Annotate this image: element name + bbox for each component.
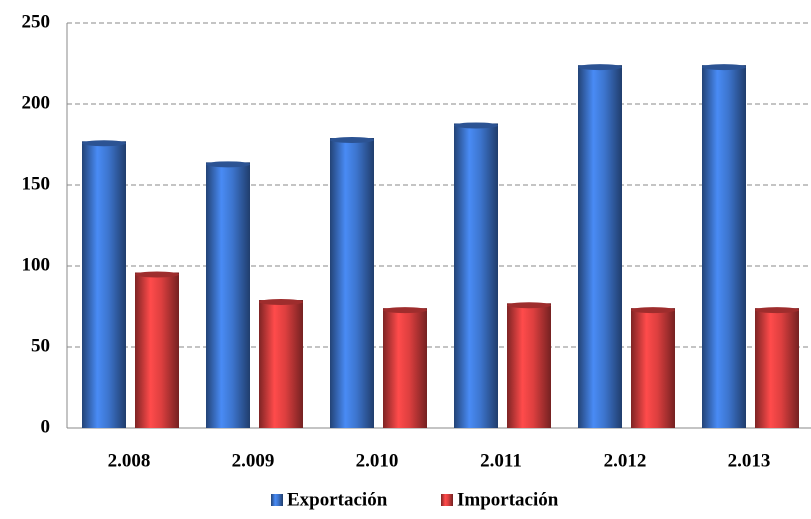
y-tick-label: 200: [22, 92, 51, 113]
x-tick-label: 2.012: [604, 450, 647, 471]
legend-swatch: [441, 494, 453, 506]
bar: [507, 303, 551, 428]
x-tick-label: 2.011: [480, 450, 522, 471]
bar: [259, 300, 303, 428]
bar: [82, 141, 126, 428]
y-tick-label: 50: [31, 335, 50, 356]
bar: [206, 162, 250, 428]
x-tick-label: 2.009: [232, 450, 275, 471]
x-tick-label: 2.013: [728, 450, 771, 471]
legend-label: Exportación: [287, 489, 388, 510]
bar: [755, 308, 799, 428]
y-tick-label: 250: [22, 11, 51, 32]
y-tick-label: 150: [22, 173, 51, 194]
legend-label: Importación: [457, 489, 559, 510]
bar: [383, 308, 427, 428]
bar: [135, 272, 179, 428]
x-tick-label: 2.008: [108, 450, 151, 471]
bar: [578, 65, 622, 429]
legend-swatch: [271, 494, 283, 506]
y-tick-label: 0: [41, 416, 51, 437]
y-tick-label: 100: [22, 254, 51, 275]
bar: [330, 138, 374, 428]
bar: [631, 308, 675, 428]
bar: [454, 123, 498, 428]
x-tick-label: 2.010: [356, 450, 399, 471]
bar: [702, 65, 746, 429]
